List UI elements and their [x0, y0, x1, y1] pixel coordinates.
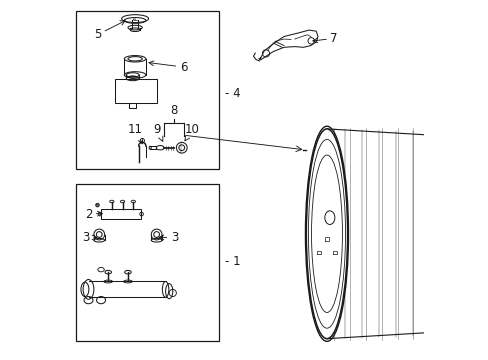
Text: 2: 2	[84, 208, 102, 221]
Text: 7: 7	[312, 32, 337, 45]
Text: 6: 6	[149, 60, 187, 73]
Ellipse shape	[306, 129, 347, 339]
Bar	[115, 78, 156, 103]
Text: - 4: - 4	[225, 87, 241, 100]
Bar	[76, 184, 219, 341]
Text: 3: 3	[159, 231, 178, 244]
Text: 3: 3	[82, 231, 97, 244]
Bar	[76, 12, 219, 169]
Text: - 1: - 1	[225, 255, 241, 268]
Text: 11: 11	[127, 123, 142, 144]
Text: 10: 10	[184, 123, 200, 141]
Text: 5: 5	[94, 21, 125, 41]
Text: 9: 9	[153, 123, 163, 141]
Text: 8: 8	[170, 104, 178, 117]
Ellipse shape	[305, 126, 348, 341]
Bar	[101, 209, 140, 220]
